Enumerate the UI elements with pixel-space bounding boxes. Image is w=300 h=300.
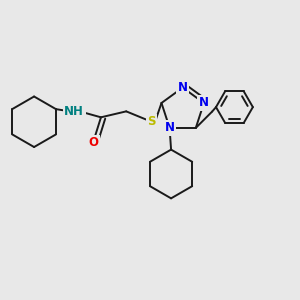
Text: S: S	[147, 115, 156, 128]
Text: N: N	[165, 122, 175, 134]
Text: N: N	[199, 97, 209, 110]
Text: NH: NH	[64, 105, 84, 118]
Text: N: N	[178, 81, 188, 94]
Text: O: O	[88, 136, 98, 149]
